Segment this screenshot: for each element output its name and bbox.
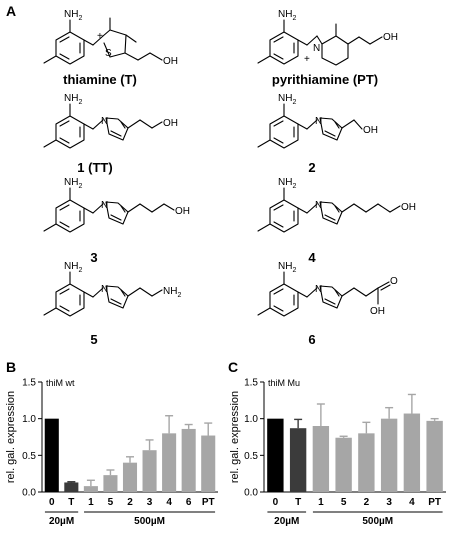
structure-pyrithiamine: NH2 N + OH [257, 9, 398, 66]
bar-5 [103, 475, 118, 492]
caption-4: 4 [308, 250, 316, 265]
n-atom: N [313, 43, 320, 54]
n-atom: N [315, 200, 322, 211]
structure-thiamine: NH2 S + OH [43, 9, 178, 67]
o-label: O [390, 276, 398, 287]
panel-label-c: C [228, 359, 238, 375]
bar-3 [142, 450, 157, 492]
bar-4 [162, 433, 177, 492]
s-atom: S [105, 48, 112, 59]
bar-4 [403, 413, 421, 492]
plus-sign: + [304, 54, 310, 65]
bar-6 [181, 428, 196, 492]
oh-label: OH [383, 32, 398, 43]
nh2-label: NH2 [64, 261, 82, 274]
nh2-label: NH2 [278, 177, 296, 190]
bar-1 [312, 426, 330, 492]
y-tick-label: 0.0 [22, 488, 36, 499]
bar-5 [335, 437, 352, 492]
n-atom: N [315, 284, 322, 295]
category-label: PT [428, 497, 441, 508]
category-label: T [68, 497, 74, 508]
panel-label-a: A [6, 3, 16, 19]
caption-thiamine: thiamine (T) [63, 72, 137, 87]
category-label: 5 [341, 497, 347, 508]
caption-2: 2 [308, 160, 315, 175]
n-atom: N [101, 284, 108, 295]
oh-label: OH [370, 306, 385, 317]
category-label: 3 [147, 497, 153, 508]
oh-label: OH [163, 56, 178, 67]
group-label: 500µM [134, 516, 165, 527]
category-label: 1 [88, 497, 94, 508]
plus-sign: + [97, 31, 103, 42]
chart-annotation: thiM wt [46, 378, 75, 388]
oh-label: OH [401, 202, 416, 213]
caption-pyrithiamine: pyrithiamine (PT) [272, 72, 378, 87]
y-tick-label: 0.0 [244, 488, 258, 499]
panel-label-b: B [6, 359, 16, 375]
chart-annotation: thiM Mu [268, 378, 300, 388]
bar-2 [122, 462, 138, 492]
bar-3 [380, 418, 398, 492]
nh2-label: NH2 [278, 9, 296, 22]
structure-6: NH2 N O OH [257, 261, 398, 317]
category-label: 4 [409, 497, 415, 508]
bar-0 [44, 418, 59, 492]
n-atom: N [101, 116, 108, 127]
category-label: T [295, 497, 301, 508]
bar-PT [426, 420, 443, 492]
nh2-label: NH2 [64, 93, 82, 106]
category-label: 4 [166, 497, 172, 508]
category-label: PT [202, 497, 215, 508]
y-axis-label: rel. gal. expression [229, 391, 241, 483]
category-label: 1 [318, 497, 324, 508]
nh2-label: NH2 [64, 9, 82, 22]
caption-5: 5 [90, 332, 97, 347]
y-tick-label: 1.0 [22, 414, 36, 425]
structure-2: NH2 N OH [257, 93, 378, 149]
structure-3: NH2 N OH [43, 177, 190, 233]
category-label: 0 [49, 497, 55, 508]
category-label: 6 [186, 497, 192, 508]
bar-2 [358, 433, 375, 492]
y-tick-label: 1.5 [22, 378, 36, 389]
category-label: 5 [108, 497, 114, 508]
group-label: 20µM [49, 516, 74, 527]
structure-1: NH2 N OH [43, 93, 178, 149]
oh-label: OH [363, 125, 378, 136]
nh2-terminal-label: NH2 [163, 286, 181, 299]
y-tick-label: 0.5 [244, 451, 258, 462]
n-atom: N [315, 116, 322, 127]
category-label: 2 [364, 497, 370, 508]
caption-6: 6 [308, 332, 315, 347]
oh-label: OH [175, 206, 190, 217]
y-tick-label: 1.5 [244, 378, 258, 389]
nh2-label: NH2 [278, 93, 296, 106]
n-atom: N [101, 200, 108, 211]
nh2-label: NH2 [278, 261, 296, 274]
group-label: 20µM [274, 516, 299, 527]
bar-T [289, 428, 307, 492]
structure-5: NH2 N NH2 [43, 261, 181, 317]
category-label: 2 [127, 497, 133, 508]
chart-b: 0.0 0.5 1.0 1.5 rel. gal. expression thiM wt 0… [5, 378, 218, 527]
bar-PT [201, 435, 216, 492]
oh-label: OH [163, 118, 178, 129]
y-axis-label: rel. gal. expression [5, 391, 17, 483]
caption-3: 3 [90, 250, 97, 265]
category-label: 0 [273, 497, 279, 508]
bar-0 [267, 418, 284, 492]
bar-T [64, 482, 79, 492]
y-tick-label: 1.0 [244, 414, 258, 425]
nh2-label: NH2 [64, 177, 82, 190]
y-tick-label: 0.5 [22, 451, 36, 462]
structure-4: NH2 N OH [257, 177, 416, 233]
category-label: 3 [386, 497, 392, 508]
bar-1 [83, 486, 98, 492]
group-label: 500µM [362, 516, 393, 527]
caption-1: 1 (TT) [77, 160, 112, 175]
